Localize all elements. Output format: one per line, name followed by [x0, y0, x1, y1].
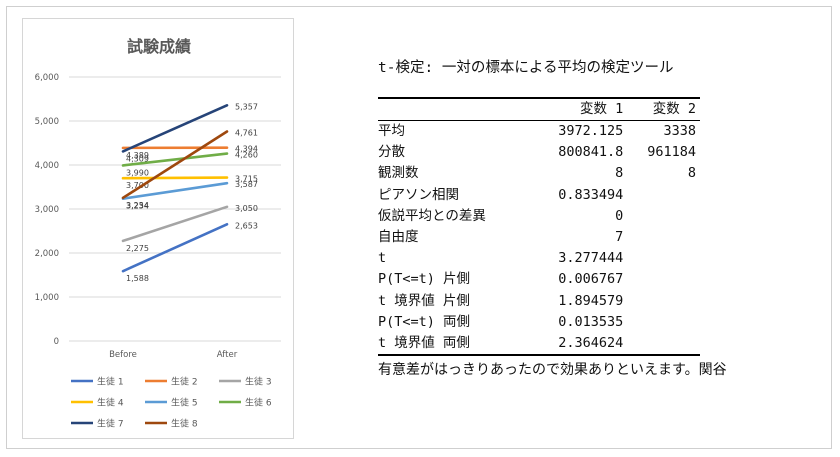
series-line	[121, 152, 229, 167]
line-chart: 試験成績 0 1,000 2,000 3,000 4,000 5,000 6,000 Befo…	[35, 37, 281, 430]
value-cell	[627, 248, 700, 269]
header-cell	[378, 98, 533, 121]
value-cell	[627, 269, 700, 290]
value-cell	[627, 227, 700, 248]
value-cell	[627, 312, 700, 333]
row-label: P(T<=t) 片側	[378, 271, 471, 288]
row-label: 観測数	[378, 165, 419, 182]
row-label: 仮説平均との差異	[378, 207, 486, 224]
row-label: t 境界値 両側	[378, 333, 533, 357]
value-cell: 8	[615, 165, 624, 182]
value-cell	[627, 333, 700, 357]
t-test-title: t-検定: 一対の標本による平均の検定ツール	[378, 60, 674, 76]
value-cell: 0.833494	[558, 186, 624, 203]
series-line	[121, 176, 229, 180]
row-label: t 境界値 片側	[378, 292, 470, 309]
value-cell: 0	[615, 207, 624, 224]
table-row: 自由度 7	[378, 227, 700, 248]
data-label: 2,653	[235, 221, 258, 230]
value-cell: 961184	[647, 144, 696, 161]
data-label: 4,761	[235, 129, 258, 138]
row-label: ピアソン相関	[378, 186, 459, 203]
t-test-results: t-検定: 一対の標本による平均の検定ツール 変数 1 変数 2 平均 3972.…	[378, 56, 727, 379]
value-cell	[627, 291, 700, 312]
data-label: 3,990	[126, 168, 149, 177]
y-tick-label: 3,000	[35, 205, 59, 215]
data-label: 4,309	[126, 154, 149, 163]
row-label: 分散	[378, 144, 405, 161]
data-label: 3,587	[235, 180, 258, 189]
row-label: t	[378, 250, 387, 267]
data-label: 5,357	[235, 102, 258, 111]
x-tick-label: Before	[109, 350, 137, 360]
table-row: 仮説平均との差異 0	[378, 206, 700, 227]
data-label: 3,050	[235, 204, 258, 213]
y-tick-label: 2,000	[35, 249, 59, 259]
series-line	[121, 130, 229, 200]
table-row: 観測数 8 8	[378, 163, 700, 184]
data-label: 3,715	[235, 175, 258, 184]
value-cell: 3.277444	[558, 250, 624, 267]
data-label: 3,700	[126, 181, 149, 190]
data-label: 2,275	[126, 244, 149, 253]
table-header-row: 変数 1 変数 2	[378, 98, 700, 121]
row-label: 自由度	[378, 229, 419, 246]
row-label: P(T<=t) 両側	[378, 313, 471, 330]
table-row: ピアソン相関 0.833494	[378, 185, 700, 206]
y-tick-label: 4,000	[35, 161, 59, 171]
chart-title: 試験成績	[127, 37, 191, 56]
legend-label: 生徒 6	[245, 397, 272, 409]
y-tick-label: 1,000	[35, 293, 59, 303]
y-tick-label: 0	[54, 337, 59, 347]
legend-label: 生徒 2	[171, 376, 198, 388]
data-label: 4,389	[126, 151, 149, 160]
value-cell	[627, 185, 700, 206]
table-row: t 境界値 片側 1.894579	[378, 291, 700, 312]
table-row: 分散 800841.8 961184	[378, 142, 700, 163]
value-cell	[627, 206, 700, 227]
t-test-table: 変数 1 変数 2 平均 3972.125 3338 分散 800841.8 961184…	[378, 97, 700, 357]
legend-label: 生徒 1	[97, 376, 124, 388]
series-line	[121, 205, 229, 243]
series-line	[121, 222, 229, 273]
x-tick-label: After	[217, 350, 238, 360]
value-cell: 3338	[663, 123, 696, 139]
value-cell: 2.364624	[532, 333, 628, 357]
table-row: P(T<=t) 片側 0.006767	[378, 269, 700, 290]
legend-label: 生徒 5	[171, 397, 198, 409]
table-row: 平均 3972.125 3338	[378, 121, 700, 143]
table-row: P(T<=t) 両側 0.013535	[378, 312, 700, 333]
data-label: 3,234	[126, 202, 149, 211]
legend-label: 生徒 4	[97, 397, 124, 409]
line-chart-panel: 試験成績 0 1,000 2,000 3,000 4,000 5,000 6,000 Befo…	[22, 18, 294, 439]
data-label: 4,260	[235, 151, 258, 160]
legend-label: 生徒 7	[97, 418, 124, 430]
series-line	[121, 103, 229, 153]
table-row: t 3.277444	[378, 248, 700, 269]
data-label: 3,254	[126, 201, 149, 210]
value-cell: 7	[615, 229, 624, 246]
data-label: 1,588	[126, 274, 149, 283]
data-label: 4,394	[235, 145, 258, 154]
y-tick-label: 6,000	[35, 73, 59, 83]
row-label: 平均	[378, 123, 405, 139]
value-cell: 3972.125	[558, 123, 624, 139]
header-cell: 変数 1	[532, 98, 628, 121]
legend-label: 生徒 3	[245, 376, 272, 388]
header-cell: 変数 2	[627, 98, 700, 121]
y-tick-label: 5,000	[35, 117, 59, 127]
legend-label: 生徒 8	[171, 418, 198, 430]
value-cell: 1.894579	[558, 292, 624, 309]
value-cell: 0.006767	[558, 271, 624, 288]
conclusion-note: 有意差がはっきりあったので効果ありといえます。関谷	[378, 362, 727, 379]
value-cell: 800841.8	[558, 144, 624, 161]
value-cell: 8	[687, 165, 696, 182]
table-row: t 境界値 両側 2.364624	[378, 333, 700, 357]
series-line	[121, 181, 229, 201]
value-cell: 0.013535	[558, 313, 624, 330]
